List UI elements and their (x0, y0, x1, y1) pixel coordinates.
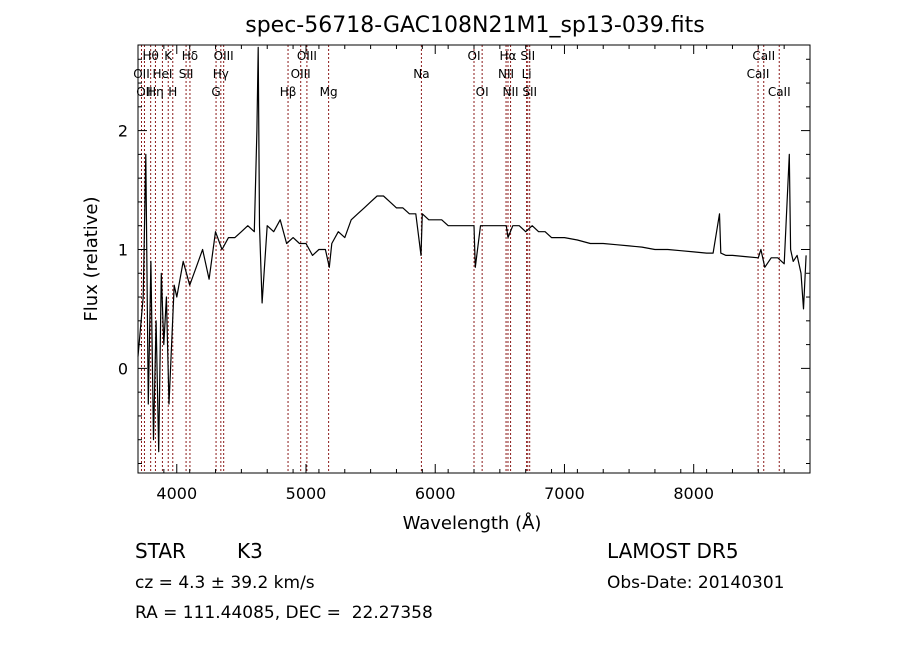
spectral-line-label: H (168, 85, 177, 99)
spectral-line-label: Hγ (213, 67, 229, 81)
spectral-line-label: NII (498, 67, 514, 81)
spectral-line-label: Hα (500, 49, 517, 63)
spectral-line-label: CaII (752, 49, 775, 63)
spectral-line-label: Na (413, 67, 429, 81)
spectral-line-label: OIII (297, 49, 317, 63)
survey-name: LAMOST DR5 (607, 539, 739, 563)
spectral-line-label: K (164, 49, 173, 63)
spectral-line-label: OI (476, 85, 489, 99)
obs-date: Obs-Date: 20140301 (607, 573, 785, 593)
spectrum-line (137, 46, 807, 453)
y-axis-label: Flux (relative) (81, 196, 102, 321)
y-tick-label: 2 (118, 122, 128, 141)
spectral-line-label: Mg (320, 85, 338, 99)
spectral-line-label: OI (468, 49, 481, 63)
spectral-line-label: SII (520, 49, 535, 63)
y-tick-label: 1 (118, 240, 128, 259)
x-axis-label: Wavelength (Å) (403, 512, 542, 534)
x-tick-label: 7000 (544, 484, 585, 503)
spectral-line-label: Hβ (280, 85, 297, 99)
x-tick-label: 6000 (415, 484, 456, 503)
spectral-line-label: OII (136, 85, 153, 99)
spectral-line-label: CaII (768, 85, 791, 99)
y-tick-label: 0 (118, 359, 128, 378)
spectral-line-label: SII (179, 67, 194, 81)
spectral-line-label: Li (522, 67, 532, 81)
spectral-class: STAR (135, 539, 186, 563)
spectral-line-label: OIII (214, 49, 234, 63)
x-tick-label: 4000 (156, 484, 197, 503)
x-tick-label: 5000 (286, 484, 327, 503)
spectral-line-label: Hδ (182, 49, 198, 63)
ra-dec: RA = 111.44085, DEC = 22.27358 (135, 603, 433, 623)
spectral-line-label: G (211, 85, 220, 99)
spectral-line-label: OII (133, 67, 150, 81)
redshift-cz: cz = 4.3 ± 39.2 km/s (135, 573, 315, 593)
spectral-line-label: SII (522, 85, 537, 99)
spectral-line-label: Hη (147, 85, 164, 99)
spectral-line-label: NII (503, 85, 519, 99)
spectral-line-label: HeI (152, 67, 172, 81)
chart-title: spec-56718-GAC108N21M1_sp13-039.fits (245, 13, 705, 38)
x-tick-label: 8000 (673, 484, 714, 503)
spectral-subclass: K3 (237, 539, 263, 563)
spectral-line-label: OIII (291, 67, 311, 81)
spectral-line-label: CaII (747, 67, 770, 81)
spectral-line-label: Hθ (142, 49, 158, 63)
